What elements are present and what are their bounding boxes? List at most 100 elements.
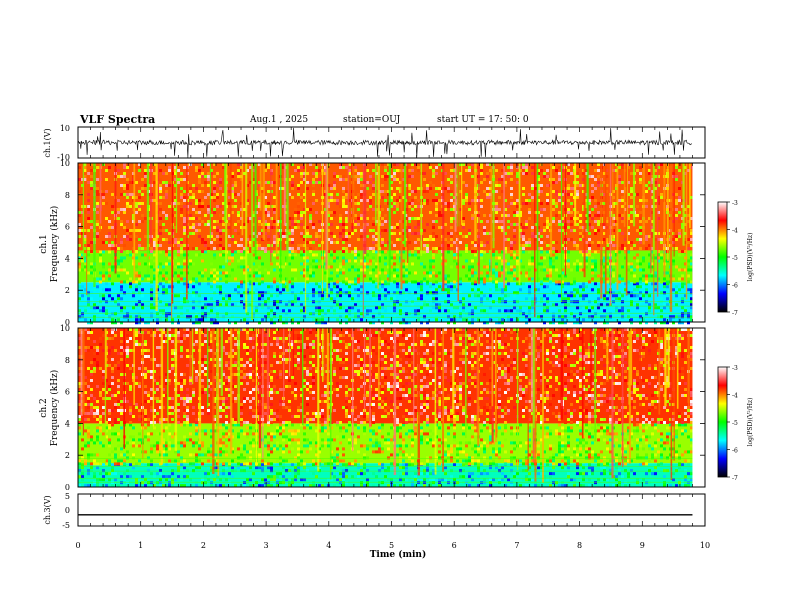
- spectrogram-cell: [513, 223, 516, 226]
- spectrogram-cell: [81, 211, 84, 214]
- spectrogram-cell: [684, 309, 687, 313]
- spectrogram-cell: [141, 288, 144, 292]
- spectrogram-cell: [582, 318, 585, 322]
- spectrogram-cell: [153, 268, 156, 272]
- spectrogram-cell: [687, 220, 690, 223]
- spectrogram-cell: [78, 262, 81, 266]
- spectrogram-cell: [195, 312, 198, 316]
- spectrogram-cell: [387, 291, 390, 295]
- spectrogram-cell: [621, 220, 624, 223]
- spectrogram-cell: [84, 256, 87, 260]
- spectrogram-cell: [255, 271, 258, 275]
- spectrogram-cell: [330, 466, 333, 470]
- spectrogram-cell: [495, 211, 498, 214]
- spectrogram-cell: [333, 172, 336, 175]
- spectrogram-cell: [249, 163, 252, 166]
- spectrogram-cell: [552, 241, 555, 244]
- spectrogram-cell: [624, 247, 627, 250]
- spectrogram-cell: [396, 291, 399, 295]
- spectrogram-cell: [312, 181, 315, 184]
- spectrogram-cell: [597, 229, 600, 232]
- spectrogram-cell: [603, 472, 606, 476]
- spectrogram-cell: [432, 253, 435, 257]
- spectrogram-cell: [381, 163, 384, 166]
- spectrogram-cell: [315, 291, 318, 295]
- spectrogram-cell: [120, 280, 123, 284]
- spectrogram-cell: [615, 217, 618, 220]
- spectrogram-cell: [480, 166, 483, 169]
- spectrogram-cell: [651, 232, 654, 235]
- spectrogram-cell: [315, 211, 318, 214]
- spectrogram-cell: [360, 196, 363, 199]
- spectrogram-cell: [513, 277, 516, 281]
- spectrogram-cell: [663, 291, 666, 295]
- spectrogram-cell: [543, 265, 546, 269]
- spectrogram-cell: [117, 247, 120, 250]
- spectrogram-cell: [360, 484, 363, 488]
- spectrogram-cell: [126, 280, 129, 284]
- spectrogram-cell: [252, 223, 255, 226]
- spectrogram-cell: [159, 282, 162, 286]
- spectrogram-cell: [351, 297, 354, 301]
- spectrogram-cell: [507, 226, 510, 229]
- spectrogram-cell: [288, 484, 291, 488]
- spectrogram-cell: [87, 172, 90, 175]
- spectrogram-cell: [168, 280, 171, 284]
- spectrogram-cell: [522, 265, 525, 269]
- spectrogram-cell: [225, 466, 228, 470]
- spectrogram-cell: [342, 291, 345, 295]
- spectrogram-cell: [471, 265, 474, 269]
- spectrogram-cell: [573, 262, 576, 266]
- spectrogram-cell: [618, 199, 621, 202]
- spectrogram-cell: [333, 199, 336, 202]
- spectrogram-cell: [123, 478, 126, 482]
- spectrogram-cell: [318, 285, 321, 289]
- spectrogram-cell: [210, 208, 213, 211]
- spectrogram-cell: [498, 309, 501, 313]
- spectrogram-cell: [540, 315, 543, 319]
- spectrogram-cell: [600, 315, 603, 319]
- spectrogram-cell: [84, 309, 87, 313]
- spectrogram-cell: [306, 268, 309, 272]
- spectrogram-cell: [555, 169, 558, 172]
- spectrogram-cell: [681, 321, 684, 325]
- spectrogram-cell: [393, 226, 396, 229]
- spectrogram-cell: [126, 312, 129, 316]
- spectrogram-cell: [504, 288, 507, 292]
- spectrogram-cell: [597, 250, 600, 253]
- spectrogram-cell: [618, 469, 621, 473]
- spectrogram-cell: [213, 196, 216, 199]
- spectrogram-cell: [249, 478, 252, 482]
- spectrogram-cell: [354, 315, 357, 319]
- spectrogram-cell: [642, 285, 645, 289]
- spectrogram-cell: [405, 262, 408, 266]
- spectrogram-cell: [132, 472, 135, 476]
- spectrogram-cell: [627, 262, 630, 266]
- spectrogram-cell: [639, 172, 642, 175]
- spectrogram-cell: [675, 294, 678, 298]
- spectrogram-cell: [525, 172, 528, 175]
- spectrogram-cell: [213, 175, 216, 178]
- spectrogram-cell: [423, 250, 426, 254]
- spectrogram-cell: [576, 288, 579, 292]
- spectrogram-cell: [174, 271, 177, 275]
- spectrogram-cell: [303, 208, 306, 211]
- spectrogram-cell: [546, 274, 549, 278]
- spectrogram-cell: [570, 294, 573, 298]
- spectrogram-cell: [138, 478, 141, 482]
- spectrogram-cell: [534, 268, 537, 272]
- sferic-streak: [490, 163, 492, 276]
- spectrogram-cell: [606, 220, 609, 223]
- spectrogram-cell: [567, 297, 570, 301]
- spectrogram-cell: [132, 291, 135, 295]
- spectrogram-cell: [534, 235, 537, 238]
- spectrogram-cell: [660, 163, 663, 166]
- spectrogram-cell: [342, 187, 345, 190]
- spectrogram-cell: [354, 214, 357, 217]
- spectrogram-cell: [387, 241, 390, 244]
- spectrogram-cell: [288, 253, 291, 257]
- spectrogram-cell: [549, 265, 552, 269]
- spectrogram-cell: [159, 469, 162, 473]
- spectrogram-cell: [183, 247, 186, 250]
- spectrogram-cell: [642, 268, 645, 272]
